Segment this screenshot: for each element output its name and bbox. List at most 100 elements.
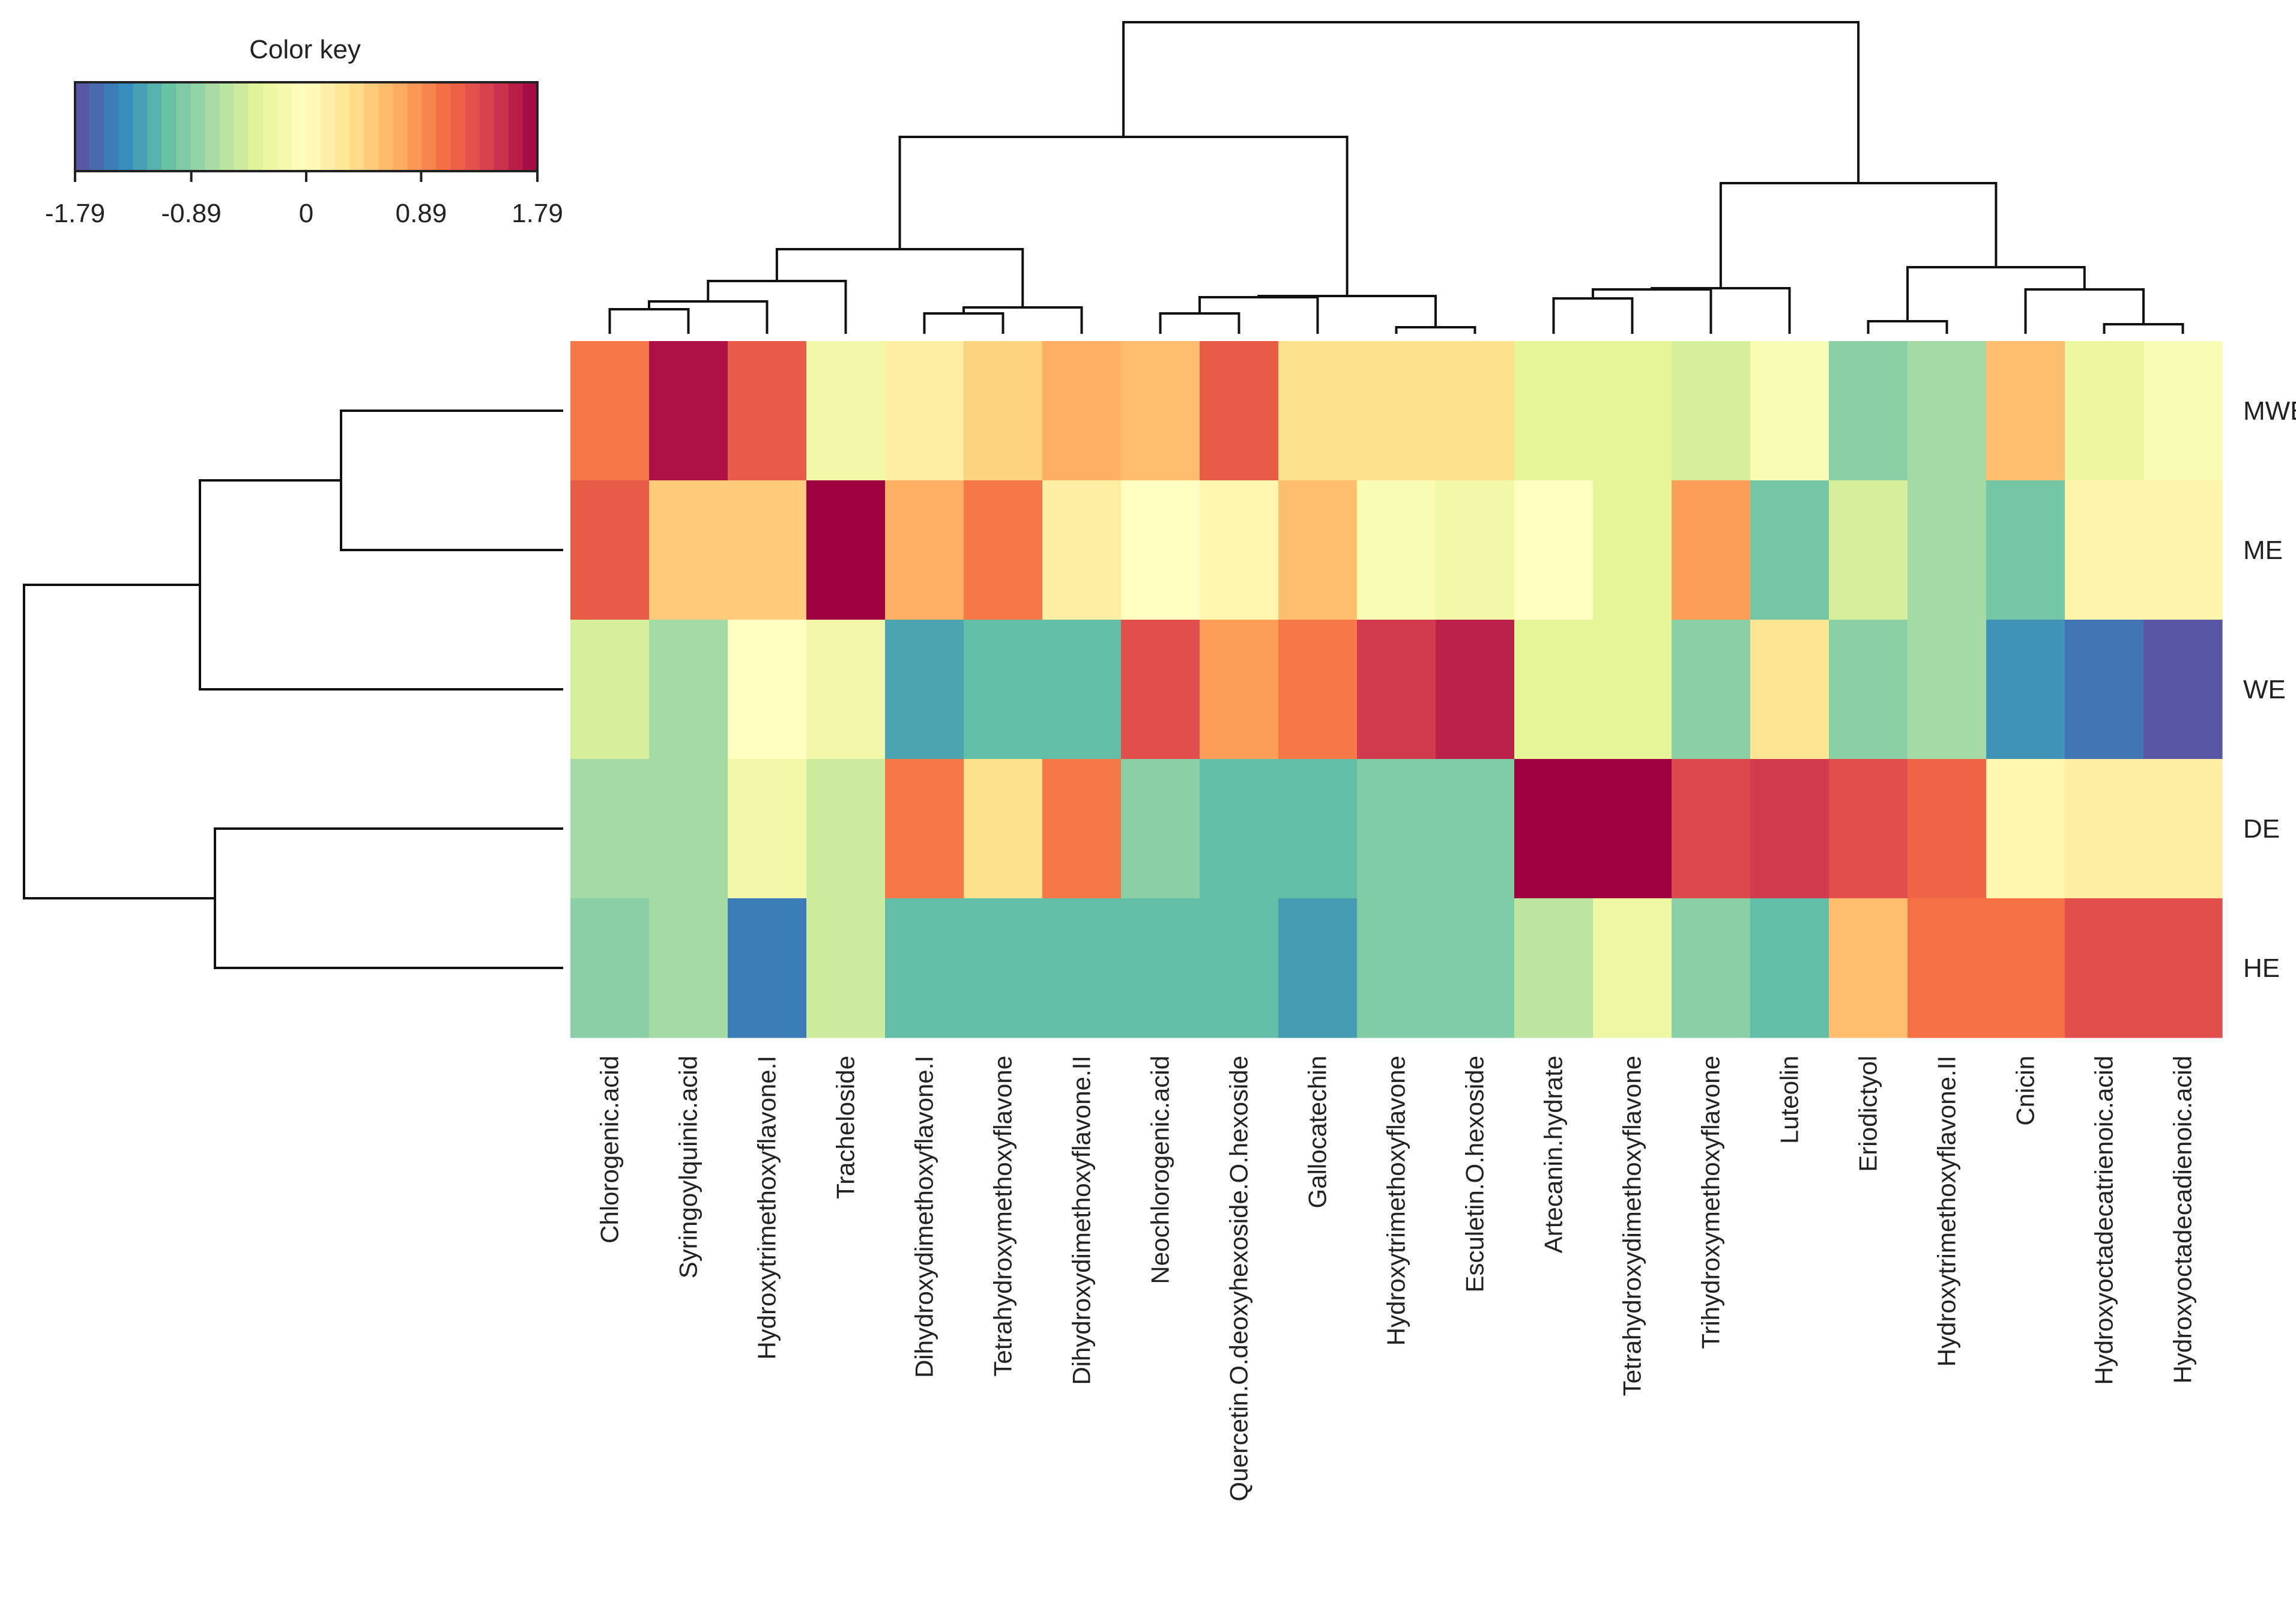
heatmap-cell [885, 480, 964, 620]
heatmap-cell [1986, 898, 2065, 1038]
heatmap-cell [1357, 620, 1436, 760]
heatmap-cell [964, 480, 1043, 620]
heatmap-cell [1829, 759, 1908, 899]
heatmap-cell [1278, 759, 1358, 899]
dendrogram-branch [775, 248, 1024, 307]
heatmap-cell [1357, 480, 1436, 620]
column-label: Hydroxyoctadecadienoic.acid [2169, 1056, 2197, 1383]
heatmap-cell [570, 759, 650, 899]
column-dendrogram [608, 21, 2184, 334]
column-label: Chlorogenic.acid [596, 1056, 624, 1244]
heatmap-cell [1750, 480, 1829, 620]
heatmap-cell [1908, 480, 1987, 620]
column-label: Artecanin.hydrate [1539, 1056, 1568, 1253]
heatmap-cell [1200, 620, 1279, 760]
dendrogram-branch [2103, 323, 2184, 334]
dendrogram-branch [1592, 288, 1712, 334]
heatmap-cell [1593, 620, 1672, 760]
color-key-tick-label: 0.89 [396, 199, 447, 228]
column-labels: Chlorogenic.acid Syringoylquinic.acid Hydr… [596, 1056, 2197, 1501]
color-key-band [407, 82, 423, 171]
heatmap-cells [570, 341, 2223, 1038]
heatmap-cell [1593, 341, 1672, 481]
heatmap-cell [2143, 898, 2223, 1038]
heatmap-cell [1200, 898, 1279, 1038]
heatmap-cell [1514, 898, 1594, 1038]
heatmap-cell [1042, 480, 1122, 620]
color-key-band [364, 82, 379, 171]
color-key-band [104, 82, 119, 171]
dendrogram-branch [1198, 296, 1319, 334]
heatmap-cell [1357, 898, 1436, 1038]
dendrogram-branch [1122, 21, 1860, 183]
heatmap-cell [964, 759, 1043, 899]
column-label: Tetrahydroxymethoxyflavone [989, 1056, 1017, 1377]
color-key-band [450, 82, 466, 171]
heatmap-cell [964, 898, 1043, 1038]
heatmap-cell [806, 898, 886, 1038]
heatmap-cell [2143, 620, 2223, 760]
column-label: Dihydroxydimethoxyflavone.II [1068, 1056, 1096, 1385]
color-key-band [465, 82, 480, 171]
heatmap-cell [964, 620, 1043, 760]
color-key-band [205, 82, 220, 171]
dendrogram-branch [962, 306, 1083, 334]
dendrogram-branch [898, 136, 1349, 296]
color-key-band [291, 82, 307, 171]
heatmap-cell [2143, 480, 2223, 620]
heatmap-cell [2065, 341, 2144, 481]
column-label: Hydroxytrimethoxyflavone [1382, 1056, 1410, 1346]
heatmap-cell [649, 480, 728, 620]
heatmap-cell [649, 620, 728, 760]
column-label: Quercetin.O.deoxyhexoside.O.hexoside [1225, 1056, 1253, 1501]
dendrogram-branch [1395, 326, 1476, 334]
heatmap-cell [1829, 480, 1908, 620]
heatmap-cell [1514, 620, 1594, 760]
row-label: MWE [2243, 396, 2296, 426]
heatmap-cell [1593, 480, 1672, 620]
dendrogram-branch [1719, 182, 1998, 288]
color-key-band [436, 82, 452, 171]
heatmap-cell [1121, 480, 1200, 620]
heatmap-cell [885, 898, 964, 1038]
heatmap-cell [1042, 620, 1122, 760]
column-label: Luteolin [1775, 1056, 1804, 1144]
column-label: Trihydroxymethoxyflavone [1697, 1056, 1725, 1349]
column-label: Tetrahydroxydimethoxyflavone [1618, 1056, 1646, 1396]
color-key-band [89, 82, 104, 171]
dendrogram-branch [199, 479, 563, 691]
color-key-band [234, 82, 249, 171]
heatmap-cell [1357, 759, 1436, 899]
dendrogram-branch [707, 280, 847, 334]
row-dendrogram [23, 410, 563, 969]
color-key-band [133, 82, 148, 171]
heatmap-cell [1278, 341, 1358, 481]
dendrogram-branch [923, 312, 1005, 334]
heatmap-cell [728, 620, 807, 760]
heatmap-cell [885, 759, 964, 899]
dendrogram-branch [1906, 266, 2086, 321]
color-key-band [147, 82, 162, 171]
color-key-band [262, 82, 278, 171]
column-label: Hydroxyoctadecatrienoic.acid [2090, 1056, 2118, 1385]
heatmap-cell [570, 620, 650, 760]
heatmap-cell [1593, 898, 1672, 1038]
dendrogram-branch [1867, 320, 1948, 334]
heatmap-cell [1829, 898, 1908, 1038]
column-label: Tracheloside [832, 1056, 860, 1199]
color-key-band [277, 82, 292, 171]
heatmap-cell [728, 341, 807, 481]
color-key-band [378, 82, 393, 171]
heatmap-cell [1986, 759, 2065, 899]
color-key-band [75, 82, 90, 171]
heatmap-cell [1436, 759, 1515, 899]
color-key-tick-label: 1.79 [512, 199, 563, 228]
dendrogram-branch [1552, 297, 1634, 334]
heatmap-cell [728, 759, 807, 899]
heatmap-cell [2143, 341, 2223, 481]
color-key-title: Color key [249, 35, 361, 64]
heatmap-cell [806, 759, 886, 899]
column-label: Eriodictyol [1854, 1056, 1882, 1172]
dendrogram-branch [648, 300, 769, 334]
